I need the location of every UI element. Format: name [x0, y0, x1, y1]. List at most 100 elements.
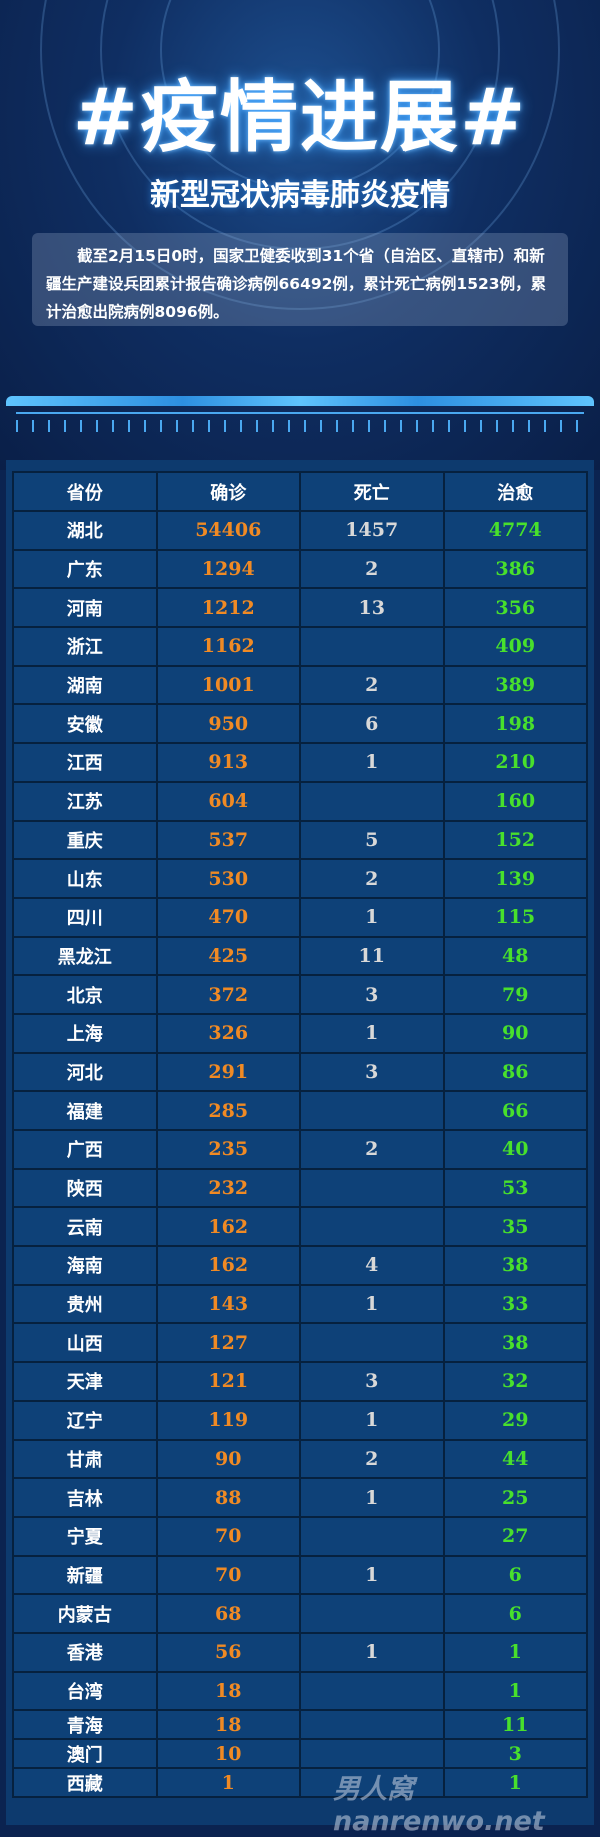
- column-header-recovered: 治愈: [442, 471, 588, 512]
- province-cell: 重庆: [12, 819, 158, 861]
- header-background: [0, 0, 600, 470]
- table-row: 新疆 70 1 6: [12, 1554, 588, 1596]
- deaths-cell: 5: [299, 819, 445, 861]
- table-row: 海南 162 4 38: [12, 1245, 588, 1286]
- deaths-cell: [299, 1090, 445, 1131]
- table-row: 上海 326 1 90: [12, 1012, 588, 1054]
- recovered-cell: 66: [442, 1090, 588, 1131]
- confirmed-cell: 537: [155, 819, 301, 861]
- confirmed-cell: 70: [155, 1515, 301, 1557]
- province-cell: 内蒙古: [12, 1593, 158, 1634]
- confirmed-cell: 119: [155, 1399, 301, 1441]
- deaths-cell: [299, 1593, 445, 1634]
- confirmed-cell: 291: [155, 1051, 301, 1093]
- table-row: 湖北 54406 1457 4774: [12, 510, 588, 551]
- province-cell: 北京: [12, 974, 158, 1015]
- confirmed-cell: 1162: [155, 626, 301, 667]
- province-cell: 广西: [12, 1129, 158, 1170]
- province-cell: 山西: [12, 1322, 158, 1364]
- confirmed-cell: 530: [155, 858, 301, 899]
- table-row: 广西 235 2 40: [12, 1129, 588, 1170]
- province-cell: 甘肃: [12, 1438, 158, 1480]
- confirmed-cell: 88: [155, 1477, 301, 1518]
- deaths-cell: 1: [299, 1399, 445, 1441]
- confirmed-cell: 18: [155, 1670, 301, 1712]
- confirmed-cell: 235: [155, 1129, 301, 1170]
- table-row: 宁夏 70 27: [12, 1515, 588, 1557]
- table-row: 北京 372 3 79: [12, 974, 588, 1015]
- recovered-cell: 29: [442, 1399, 588, 1441]
- table-row: 安徽 950 6 198: [12, 703, 588, 745]
- confirmed-cell: 54406: [155, 510, 301, 551]
- table-row: 浙江 1162 409: [12, 626, 588, 667]
- deaths-cell: [299, 626, 445, 667]
- deaths-cell: 1: [299, 1283, 445, 1325]
- recovered-cell: 86: [442, 1051, 588, 1093]
- page-title: #疫情进展#: [72, 73, 528, 163]
- confirmed-cell: 1001: [155, 664, 301, 706]
- confirmed-cell: 232: [155, 1167, 301, 1209]
- recovered-cell: 115: [442, 896, 588, 938]
- deaths-cell: 1: [299, 896, 445, 938]
- recovered-cell: 6: [442, 1554, 588, 1596]
- confirmed-cell: 56: [155, 1631, 301, 1673]
- confirmed-cell: 326: [155, 1012, 301, 1054]
- confirmed-cell: 162: [155, 1245, 301, 1286]
- province-cell: 安徽: [12, 703, 158, 745]
- deaths-cell: [299, 1167, 445, 1209]
- column-header-confirmed: 确诊: [155, 471, 301, 512]
- province-cell: 辽宁: [12, 1399, 158, 1441]
- recovered-cell: 139: [442, 858, 588, 899]
- province-cell: 浙江: [12, 626, 158, 667]
- page-subtitle: 新型冠状病毒肺炎疫情: [150, 178, 450, 213]
- recovered-cell: 386: [442, 548, 588, 590]
- deaths-cell: 1: [299, 1554, 445, 1596]
- table-row: 山东 530 2 139: [12, 858, 588, 899]
- table-row: 陕西 232 53: [12, 1167, 588, 1209]
- recovered-cell: 6: [442, 1593, 588, 1634]
- province-cell: 吉林: [12, 1477, 158, 1518]
- confirmed-cell: 162: [155, 1206, 301, 1248]
- province-cell: 黑龙江: [12, 935, 158, 977]
- recovered-cell: 53: [442, 1167, 588, 1209]
- table-row: 河南 1212 13 356: [12, 587, 588, 629]
- deaths-cell: 1: [299, 742, 445, 783]
- recovered-cell: 3: [442, 1738, 588, 1770]
- province-cell: 香港: [12, 1631, 158, 1673]
- confirmed-cell: 1294: [155, 548, 301, 590]
- province-cell: 宁夏: [12, 1515, 158, 1557]
- deaths-cell: [299, 1738, 445, 1770]
- recovered-cell: 198: [442, 703, 588, 745]
- confirmed-cell: 68: [155, 1593, 301, 1634]
- table-row: 重庆 537 5 152: [12, 819, 588, 861]
- recovered-cell: 38: [442, 1322, 588, 1364]
- recovered-cell: 33: [442, 1283, 588, 1325]
- province-cell: 广东: [12, 548, 158, 590]
- province-cell: 四川: [12, 896, 158, 938]
- table-row: 甘肃 90 2 44: [12, 1438, 588, 1480]
- deaths-cell: [299, 1515, 445, 1557]
- province-cell: 湖北: [12, 510, 158, 551]
- deaths-cell: 13: [299, 587, 445, 629]
- table-row: 云南 162 35: [12, 1206, 588, 1248]
- confirmed-cell: 143: [155, 1283, 301, 1325]
- confirmed-cell: 70: [155, 1554, 301, 1596]
- table-header-row: 省份 确诊 死亡 治愈: [12, 471, 588, 512]
- table-row: 辽宁 119 1 29: [12, 1399, 588, 1441]
- deaths-cell: 1457: [299, 510, 445, 551]
- confirmed-cell: 285: [155, 1090, 301, 1131]
- table-row: 河北 291 3 86: [12, 1051, 588, 1093]
- recovered-cell: 27: [442, 1515, 588, 1557]
- recovered-cell: 389: [442, 664, 588, 706]
- province-cell: 天津: [12, 1361, 158, 1402]
- deaths-cell: 11: [299, 935, 445, 977]
- watermark: 男人窝nanrenwo.net: [333, 1774, 545, 1837]
- recovered-cell: 160: [442, 780, 588, 822]
- deaths-cell: 1: [299, 1012, 445, 1054]
- recovered-cell: 38: [442, 1245, 588, 1286]
- recovered-cell: 356: [442, 587, 588, 629]
- table-row: 天津 121 3 32: [12, 1361, 588, 1402]
- confirmed-cell: 121: [155, 1361, 301, 1402]
- recovered-cell: 40: [442, 1129, 588, 1170]
- province-cell: 新疆: [12, 1554, 158, 1596]
